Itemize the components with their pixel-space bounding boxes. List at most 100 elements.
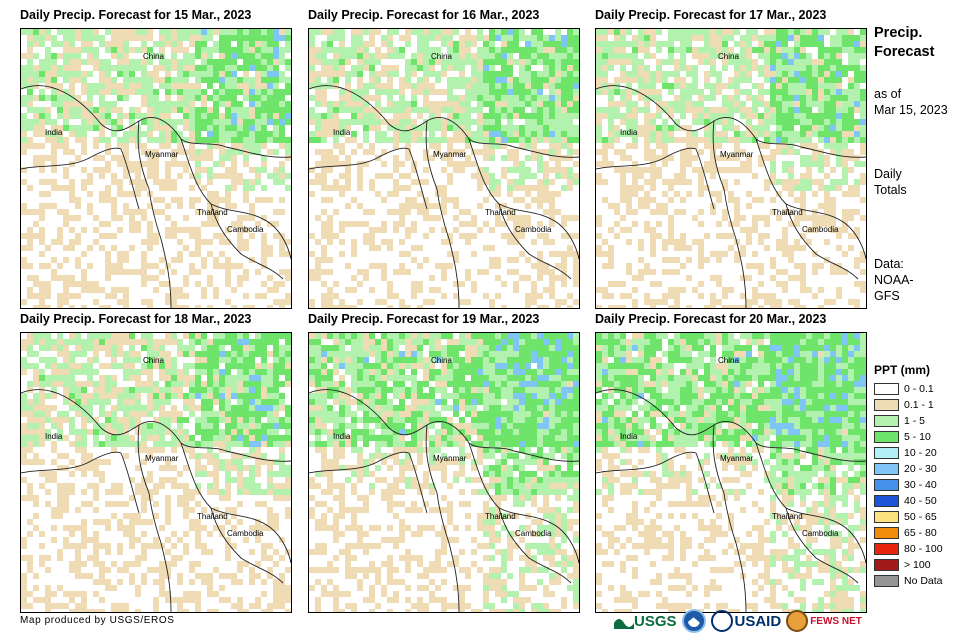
legend-label: 10 - 20	[904, 447, 937, 459]
daily-totals-note: Daily Totals	[874, 166, 907, 198]
as-of-line1: as of	[874, 87, 902, 101]
legend-item: 30 - 40	[874, 477, 943, 493]
legend-swatch	[874, 431, 899, 443]
map-svg: China India Myanmar Thailand Cambodia	[309, 29, 579, 308]
map-label-china: China	[143, 356, 164, 365]
legend-item: No Data	[874, 573, 943, 589]
precip-field	[309, 333, 579, 612]
map-label-myanmar: Myanmar	[720, 454, 754, 463]
legend-swatch	[874, 527, 899, 539]
legend-label: 0 - 0.1	[904, 383, 934, 395]
map-label-thailand: Thailand	[772, 208, 803, 217]
map-label-india: India	[620, 128, 638, 137]
map-label-myanmar: Myanmar	[145, 454, 179, 463]
map-label-cambodia: Cambodia	[802, 529, 839, 538]
map-label-china: China	[431, 52, 452, 61]
data-line2: NOAA-	[874, 273, 914, 287]
forecast-panel: Daily Precip. Forecast for 19 Mar., 2023…	[308, 309, 598, 614]
usaid-logo: USAID	[710, 610, 782, 632]
country-borders	[21, 389, 291, 612]
legend-label: 1 - 5	[904, 415, 926, 427]
usaid-logo-text: USAID	[734, 612, 782, 630]
legend-label: 65 - 80	[904, 527, 937, 539]
legend-title: PPT (mm)	[874, 363, 931, 377]
map-svg: China India Myanmar Thailand Cambodia	[21, 29, 291, 308]
panel-title: Daily Precip. Forecast for 17 Mar., 2023	[595, 8, 827, 22]
legend-item: 65 - 80	[874, 525, 943, 541]
legend-label: > 100	[904, 559, 931, 571]
map-label-china: China	[718, 356, 739, 365]
map-label-myanmar: Myanmar	[433, 150, 467, 159]
legend-swatch	[874, 495, 899, 507]
sidebar-title-line1: Precip.	[874, 25, 923, 41]
legend-label: No Data	[904, 575, 943, 587]
noaa-logo	[681, 609, 706, 633]
map-svg: China India Myanmar Thailand Cambodia	[596, 333, 866, 612]
map-label-thailand: Thailand	[197, 208, 228, 217]
map-svg: China India Myanmar Thailand Cambodia	[596, 29, 866, 308]
precip-field	[596, 333, 866, 612]
usaid-seal-icon	[710, 610, 733, 632]
data-line1: Data:	[874, 257, 904, 271]
precip-field	[596, 29, 866, 308]
map-label-china: China	[431, 356, 452, 365]
legend-swatch	[874, 447, 899, 459]
map-label-cambodia: Cambodia	[515, 529, 552, 538]
legend-label: 50 - 65	[904, 511, 937, 523]
sidebar-title-line2: Forecast	[874, 44, 935, 60]
map-label-thailand: Thailand	[197, 512, 228, 521]
precip-map: China India Myanmar Thailand Cambodia	[308, 28, 580, 309]
as-of-line2: Mar 15, 2023	[874, 103, 948, 117]
forecast-panel: Daily Precip. Forecast for 16 Mar., 2023…	[308, 5, 598, 310]
legend-item: 0.1 - 1	[874, 397, 943, 413]
usgs-logo: USGS	[614, 613, 677, 630]
as-of-date: as of Mar 15, 2023	[874, 86, 948, 118]
legend-swatch	[874, 415, 899, 427]
map-svg: China India Myanmar Thailand Cambodia	[309, 333, 579, 612]
forecast-panel: Daily Precip. Forecast for 20 Mar., 2023…	[595, 309, 885, 614]
totals-line1: Daily	[874, 167, 902, 181]
forecast-panel: Daily Precip. Forecast for 17 Mar., 2023…	[595, 5, 885, 310]
country-borders	[596, 85, 866, 308]
precip-field	[21, 29, 291, 308]
forecast-panel: Daily Precip. Forecast for 18 Mar., 2023…	[20, 309, 310, 614]
legend-label: 20 - 30	[904, 463, 937, 475]
fews-net-logo-text: FEWS NET	[810, 615, 862, 627]
sidebar-title: Precip. Forecast	[874, 24, 934, 62]
legend-label: 30 - 40	[904, 479, 937, 491]
precip-map: China India Myanmar Thailand Cambodia	[308, 332, 580, 613]
fews-net-logo: FEWS NET	[786, 610, 862, 632]
legend-swatch	[874, 543, 899, 555]
forecast-panel: Daily Precip. Forecast for 15 Mar., 2023…	[20, 5, 310, 310]
map-label-thailand: Thailand	[772, 512, 803, 521]
map-label-cambodia: Cambodia	[227, 529, 264, 538]
legend-swatch	[874, 559, 899, 571]
map-label-cambodia: Cambodia	[802, 225, 839, 234]
legend-label: 80 - 100	[904, 543, 943, 555]
legend-item: > 100	[874, 557, 943, 573]
agency-logos: USGS USAID FEWS NET	[614, 606, 862, 636]
country-borders	[309, 389, 579, 612]
precip-map: China India Myanmar Thailand Cambodia	[20, 28, 292, 309]
precip-map: China India Myanmar Thailand Cambodia	[595, 332, 867, 613]
legend-swatch	[874, 479, 899, 491]
legend-item: 10 - 20	[874, 445, 943, 461]
country-borders	[21, 85, 291, 308]
usgs-wave-icon	[614, 619, 634, 629]
legend-label: 0.1 - 1	[904, 399, 934, 411]
data-source-note: Data: NOAA- GFS	[874, 256, 914, 304]
legend-item: 20 - 30	[874, 461, 943, 477]
map-label-india: India	[45, 128, 63, 137]
legend-item: 40 - 50	[874, 493, 943, 509]
map-label-myanmar: Myanmar	[433, 454, 467, 463]
panel-title: Daily Precip. Forecast for 16 Mar., 2023	[308, 8, 540, 22]
legend-swatch	[874, 575, 899, 587]
panel-title: Daily Precip. Forecast for 19 Mar., 2023	[308, 312, 540, 326]
legend-item: 50 - 65	[874, 509, 943, 525]
precip-field	[21, 333, 291, 612]
totals-line2: Totals	[874, 183, 907, 197]
map-label-cambodia: Cambodia	[227, 225, 264, 234]
legend-rows: 0 - 0.1 0.1 - 1 1 - 5 5 - 10 10 - 20 20 - 30 3…	[874, 381, 943, 589]
panel-title: Daily Precip. Forecast for 18 Mar., 2023	[20, 312, 252, 326]
map-svg: China India Myanmar Thailand Cambodia	[21, 333, 291, 612]
